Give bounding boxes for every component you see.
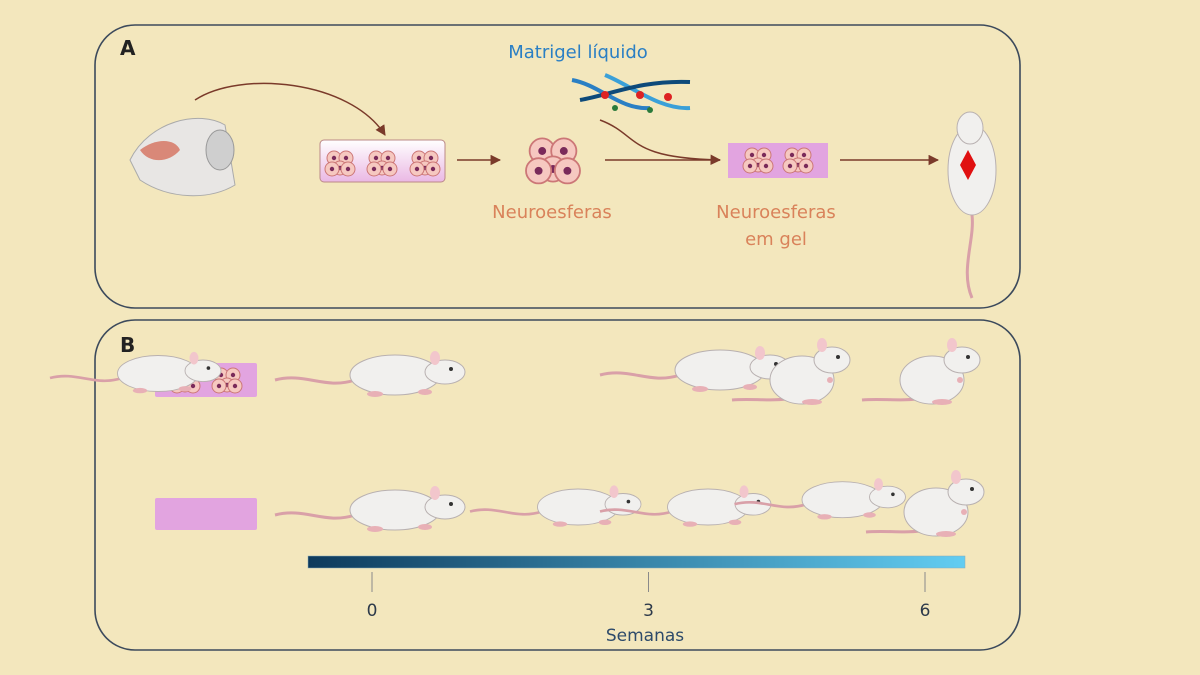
tick-label: 3 xyxy=(643,601,654,621)
gel-label: Neuroesferas xyxy=(716,202,836,223)
panel-a xyxy=(94,24,1021,309)
panel-label: A xyxy=(120,36,136,60)
mouse-top-view xyxy=(947,111,997,299)
rat xyxy=(273,484,467,534)
neurosphere xyxy=(783,148,813,173)
gel-empty xyxy=(155,498,257,530)
rat xyxy=(468,484,643,529)
neurosphere-cluster xyxy=(526,138,580,183)
neurospheres-label: Neuroesferas xyxy=(492,202,612,223)
rat xyxy=(273,349,467,399)
gel-label: em gel xyxy=(745,229,807,250)
rat xyxy=(598,344,792,394)
neurosphere xyxy=(743,148,773,173)
mouse-head xyxy=(129,118,236,197)
neurosphere xyxy=(410,151,440,176)
timeline-label: Semanas xyxy=(606,626,684,646)
timeline-bar xyxy=(307,555,966,569)
matrigel-label: Matrigel líquido xyxy=(508,42,648,63)
panel-b xyxy=(94,319,1021,651)
tick-label: 6 xyxy=(920,601,931,621)
neurosphere xyxy=(367,151,397,176)
tick-label: 0 xyxy=(367,601,378,621)
arrow xyxy=(599,119,722,166)
gel xyxy=(728,143,828,178)
arrow xyxy=(194,82,386,136)
neurosphere xyxy=(325,151,355,176)
rat xyxy=(860,336,982,407)
timeline-axis: 0 3 6 xyxy=(367,572,931,621)
matrigel-fibers xyxy=(571,73,691,113)
panel-label: B xyxy=(120,333,135,357)
